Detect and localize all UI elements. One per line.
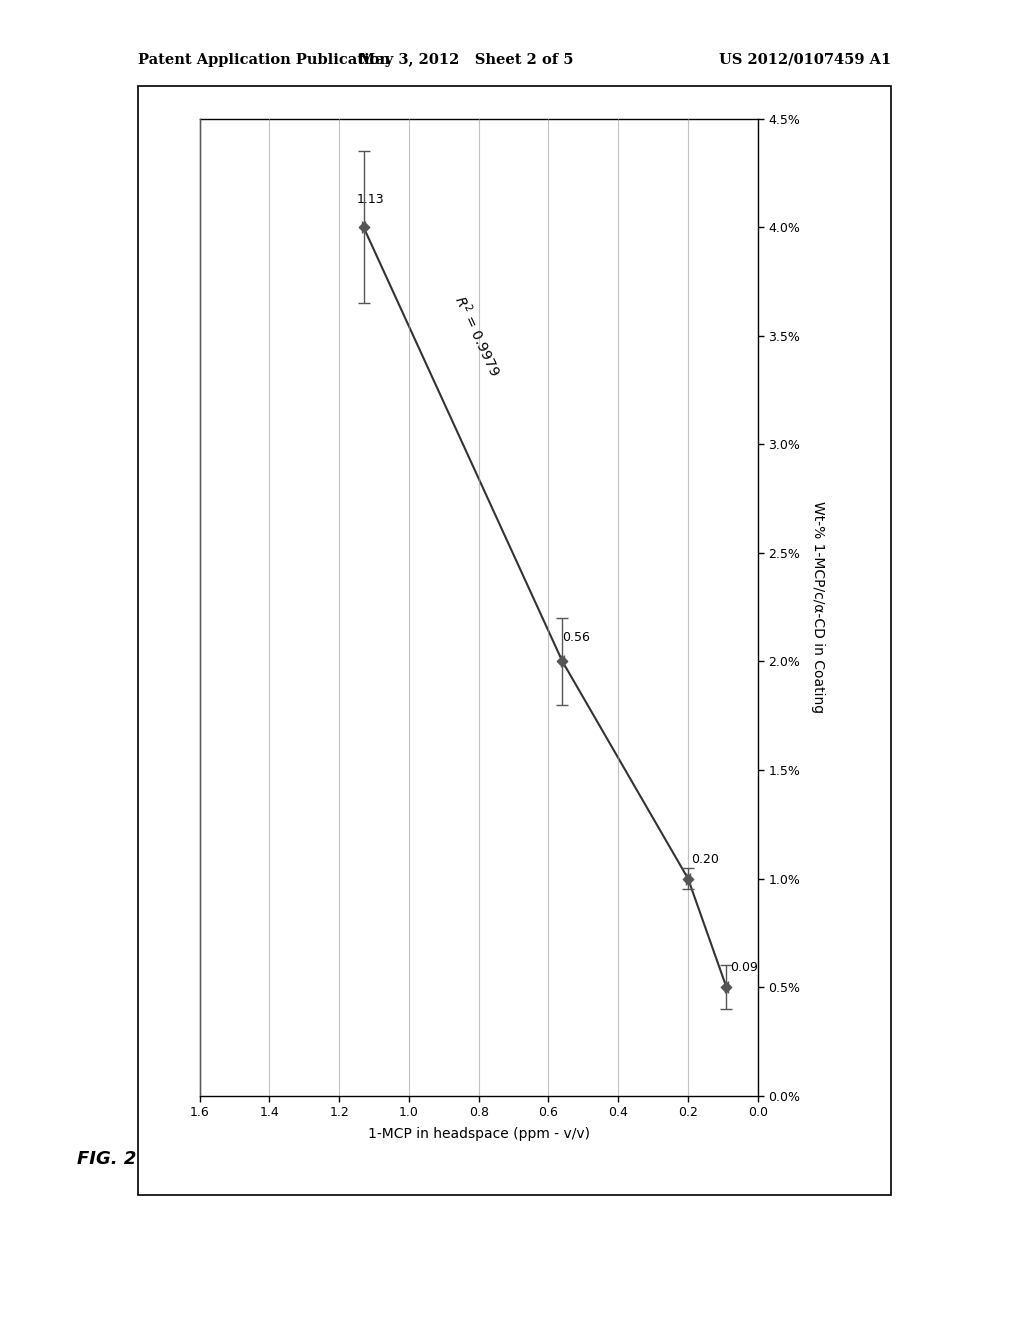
- Text: 0.20: 0.20: [691, 853, 720, 866]
- Text: May 3, 2012   Sheet 2 of 5: May 3, 2012 Sheet 2 of 5: [358, 53, 573, 67]
- X-axis label: 1-MCP in headspace (ppm - v/v): 1-MCP in headspace (ppm - v/v): [368, 1127, 590, 1142]
- Text: FIG. 2: FIG. 2: [77, 1150, 136, 1168]
- Text: US 2012/0107459 A1: US 2012/0107459 A1: [719, 53, 891, 67]
- Text: Patent Application Publication: Patent Application Publication: [138, 53, 390, 67]
- Point: [718, 977, 734, 998]
- Point: [680, 869, 696, 890]
- Y-axis label: Wt-% 1-MCP/c/α-CD in Coating: Wt-% 1-MCP/c/α-CD in Coating: [811, 502, 825, 713]
- Text: 0.09: 0.09: [730, 961, 758, 974]
- Text: 1.13: 1.13: [357, 193, 385, 206]
- Point: [554, 651, 570, 672]
- Text: $R^{2}$ = 0.9979: $R^{2}$ = 0.9979: [451, 293, 505, 379]
- Text: 0.56: 0.56: [562, 631, 590, 644]
- Point: [355, 216, 372, 238]
